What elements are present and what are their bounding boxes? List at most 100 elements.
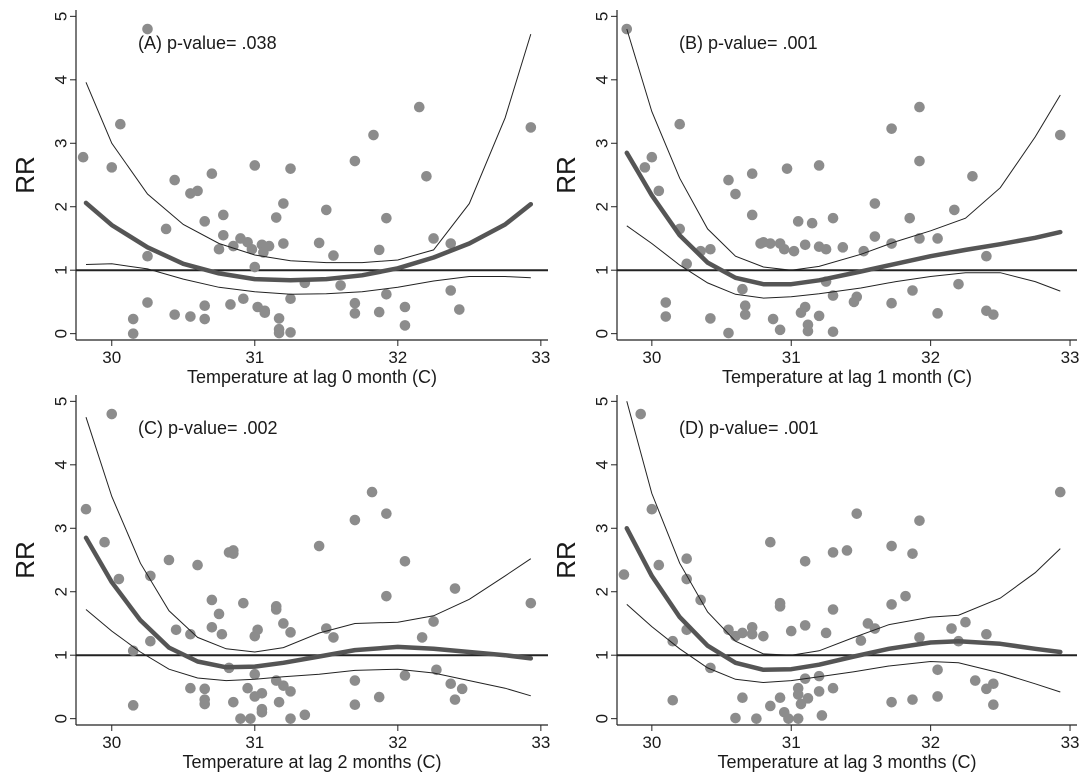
data-point — [746, 168, 758, 180]
y-tick-label: 1 — [51, 650, 70, 659]
data-point — [525, 122, 537, 133]
data-point — [145, 570, 156, 582]
x-tick-label: 32 — [921, 348, 940, 367]
data-point — [988, 699, 999, 710]
data-point — [192, 559, 203, 571]
data-point — [746, 209, 758, 221]
x-tick-label: 33 — [1061, 733, 1080, 752]
data-point — [238, 293, 249, 305]
data-point — [218, 229, 229, 241]
data-point — [249, 160, 261, 171]
data-point — [413, 101, 425, 113]
y-tick-label: 5 — [592, 397, 611, 406]
data-point — [192, 185, 203, 197]
y-tick-label: 1 — [592, 265, 611, 274]
x-tick-label: 32 — [921, 733, 940, 752]
data-point — [373, 306, 385, 318]
data-point — [723, 174, 734, 186]
data-point — [799, 301, 811, 313]
data-point — [169, 174, 180, 186]
data-point — [381, 289, 392, 300]
data-point — [199, 698, 211, 710]
data-point — [163, 554, 175, 566]
data-point — [799, 239, 811, 251]
data-point — [373, 691, 385, 703]
y-tick-label: 4 — [51, 460, 70, 469]
data-point — [366, 486, 378, 498]
data-point — [127, 328, 139, 339]
data-point — [705, 662, 716, 674]
data-point — [681, 553, 692, 565]
upper-ci-line — [85, 417, 532, 653]
data-point — [981, 250, 992, 262]
data-point — [774, 601, 786, 612]
data-point — [278, 238, 289, 249]
data-point — [820, 243, 832, 255]
data-point — [792, 713, 804, 724]
data-point — [399, 670, 411, 681]
x-tick-label: 30 — [102, 348, 121, 367]
data-point — [206, 594, 218, 606]
data-point — [225, 299, 236, 310]
y-tick-label: 3 — [51, 524, 70, 533]
x-tick-label: 32 — [388, 348, 407, 367]
y-tick-label: 3 — [592, 139, 611, 148]
data-point — [299, 709, 311, 721]
data-point — [907, 548, 918, 559]
data-point — [869, 198, 881, 209]
data-point — [914, 101, 925, 113]
data-point — [270, 604, 282, 615]
data-point — [799, 620, 811, 631]
data-point — [99, 536, 110, 548]
fitted-curve — [83, 535, 534, 670]
data-point — [285, 163, 296, 174]
upper-ci-line — [626, 401, 1061, 656]
data-point — [285, 713, 296, 724]
data-point — [249, 668, 261, 680]
data-point — [169, 309, 180, 320]
y-tick-label: 5 — [51, 12, 70, 21]
data-point — [349, 699, 361, 710]
data-point — [969, 675, 981, 686]
data-point — [421, 170, 432, 182]
data-point — [949, 204, 960, 216]
data-point — [278, 618, 289, 629]
data-point — [737, 283, 748, 295]
data-point — [238, 597, 249, 609]
data-point — [399, 555, 411, 567]
y-tick-label: 2 — [51, 587, 70, 596]
y-tick-label: 1 — [592, 650, 611, 659]
data-point — [739, 300, 751, 312]
data-point — [328, 632, 339, 643]
data-point — [737, 692, 748, 704]
x-tick-label: 30 — [642, 348, 661, 367]
y-axis-label: RR — [10, 541, 40, 579]
data-point — [321, 623, 332, 634]
data-point — [115, 118, 126, 130]
data-point — [335, 280, 346, 291]
data-point — [660, 311, 672, 322]
panel-annotation: (C) p-value= .002 — [138, 418, 278, 438]
x-tick-label: 33 — [531, 733, 550, 752]
data-point — [869, 231, 881, 242]
data-point — [285, 293, 296, 305]
data-point — [216, 628, 228, 640]
data-point — [349, 675, 361, 686]
data-point — [737, 627, 748, 639]
data-point — [273, 313, 285, 324]
y-tick-label: 0 — [592, 714, 611, 723]
y-tick-label: 5 — [592, 12, 611, 21]
y-axis-label: RR — [551, 156, 581, 194]
data-point — [904, 212, 916, 224]
data-point — [820, 627, 832, 639]
data-point — [667, 635, 679, 647]
data-point — [813, 310, 825, 322]
data-point — [751, 713, 762, 724]
data-point — [813, 686, 825, 697]
panel-annotation: (A) p-value= .038 — [138, 33, 277, 53]
y-axis-label: RR — [551, 541, 581, 579]
lower-ci-line — [626, 604, 1061, 693]
data-point — [1054, 486, 1066, 498]
data-point — [813, 160, 825, 171]
data-point — [886, 696, 897, 708]
